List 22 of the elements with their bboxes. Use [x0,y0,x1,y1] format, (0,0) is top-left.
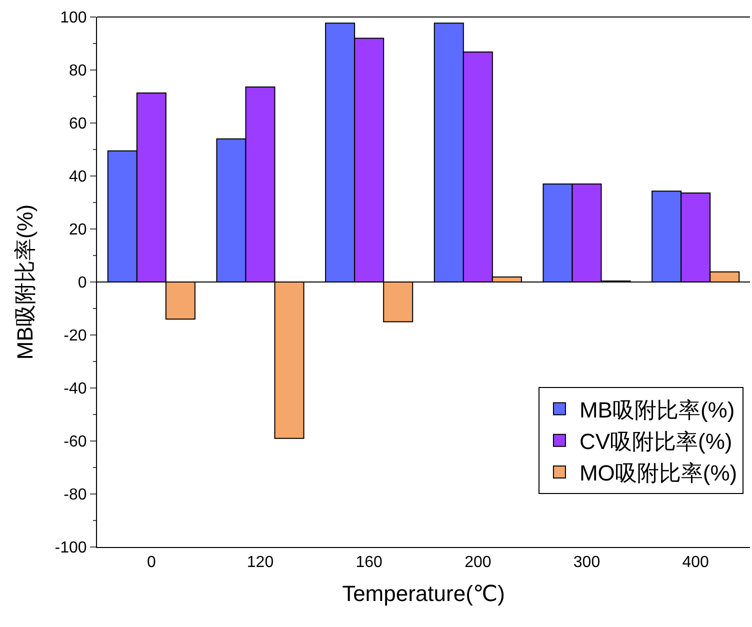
x-tick-label: 200 [464,554,492,572]
x-axis-title: Temperature(℃) [342,581,505,606]
y-tick-label: 40 [69,168,87,186]
x-tick-label: 400 [682,554,710,572]
y-tick-label: -40 [64,380,87,398]
x-tick-label: 120 [246,554,274,572]
x-tick-label: 0 [146,554,156,572]
x-tick-label: 300 [573,554,600,572]
legend-label: MO吸附比率(%) [579,460,738,486]
y-tick-label: 100 [60,10,87,27]
y-tick-label: 80 [69,62,87,80]
y-tick-label: -80 [64,486,87,504]
legend-label: CV吸附比率(%) [579,428,732,454]
y-tick-label: -100 [54,540,87,557]
y-axis-title: MB吸附比率(%) [12,204,38,360]
x-tick-label: 160 [356,554,383,572]
y-tick-label: 0 [78,274,87,292]
legend-label: MB吸附比率(%) [579,397,735,422]
y-tick-label: -60 [64,434,87,451]
y-tick-label: -20 [64,328,87,345]
y-tick-label: 20 [69,222,87,239]
y-tick-label: 60 [69,116,87,133]
